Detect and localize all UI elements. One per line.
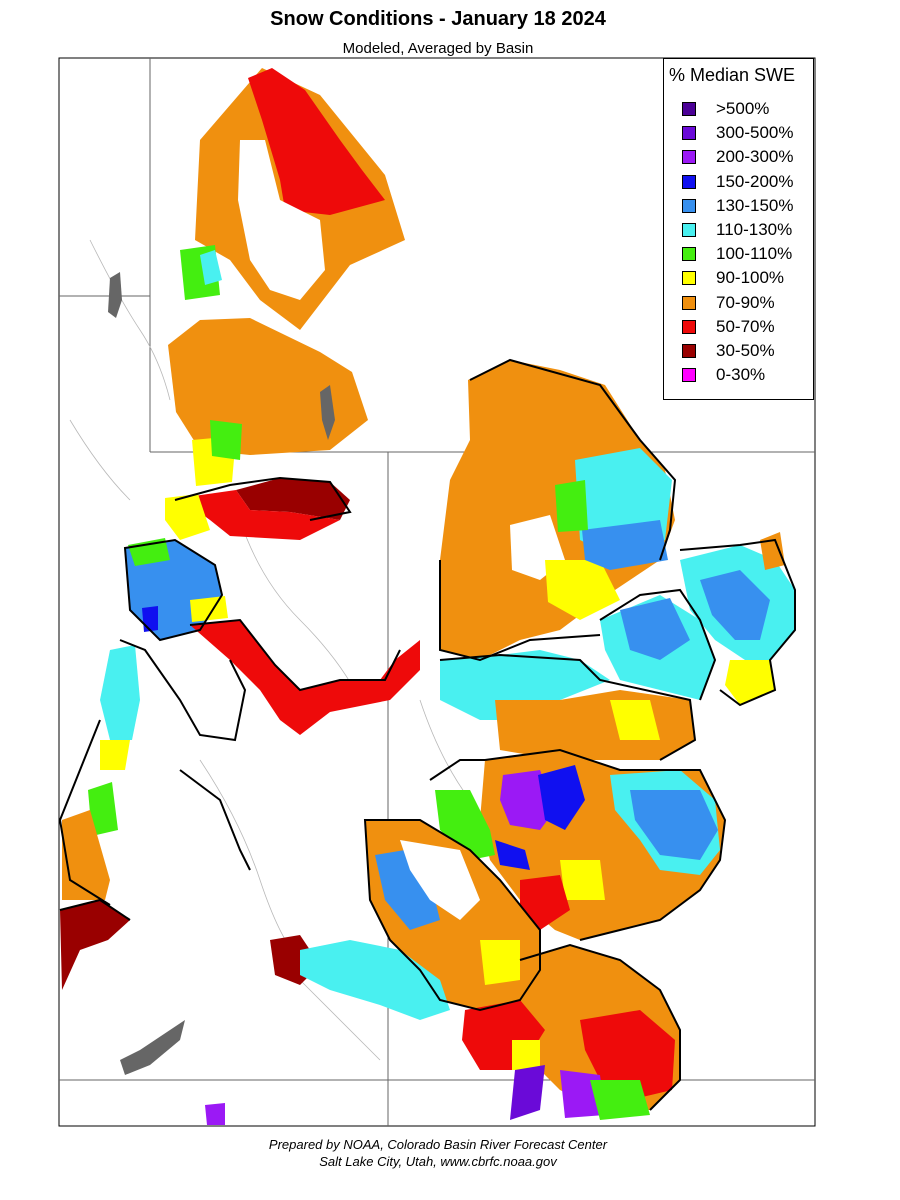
region-gunnison-blue xyxy=(630,790,718,860)
basin-boundaries xyxy=(58,358,796,1111)
legend-label: 150-200% xyxy=(716,171,794,191)
legend-item: 0-30% xyxy=(682,365,812,387)
region-sanjuan-purple xyxy=(510,1065,545,1120)
legend-item: 30-50% xyxy=(682,341,812,363)
region-uinta-yellow xyxy=(165,494,210,540)
legend-swatch xyxy=(682,271,696,286)
legend-label: 100-110% xyxy=(716,244,793,264)
region-uinta-red xyxy=(180,490,340,540)
legend-swatch xyxy=(682,368,696,383)
region-fontenelle-cyan xyxy=(200,250,222,285)
region-south-purple xyxy=(205,1103,225,1125)
region-dolores-white xyxy=(400,840,480,920)
region-green-lake xyxy=(168,318,368,455)
legend-label: 110-130% xyxy=(716,220,793,239)
legend-swatch xyxy=(682,344,696,358)
legend-label: 70-90% xyxy=(716,292,775,312)
legend-label: >500% xyxy=(716,99,770,118)
legend-item: 50-70% xyxy=(682,317,812,339)
region-headwaters-blue xyxy=(620,598,690,660)
region-eagle-yellow xyxy=(610,700,660,740)
swe-regions xyxy=(60,68,795,1125)
legend-swatch xyxy=(682,223,696,237)
region-cyan-south xyxy=(300,940,450,1020)
legend-item: >500% xyxy=(682,99,812,121)
lake-flaming-gorge xyxy=(320,385,335,440)
region-sanjuan-green xyxy=(590,1080,650,1120)
region-sevier-green xyxy=(88,782,118,836)
region-provo-red xyxy=(190,620,420,735)
lakes xyxy=(108,272,335,1075)
region-gunnison-yellow xyxy=(560,860,605,900)
legend-item: 110-130% xyxy=(682,220,812,242)
legend-item: 90-100% xyxy=(682,268,812,290)
map-title: Snow Conditions - January 18 2024 xyxy=(270,8,606,30)
legend-swatch xyxy=(682,319,696,334)
lake-powell xyxy=(120,1020,185,1075)
region-gunnison-green xyxy=(435,790,495,860)
region-sw-darkred xyxy=(60,900,130,990)
region-upper-green-red xyxy=(248,68,385,215)
region-gunnison-red xyxy=(520,875,570,930)
legend-item: 70-90% xyxy=(682,293,812,315)
region-ne-blue xyxy=(700,570,770,640)
legend-label: 200-300% xyxy=(716,147,794,167)
legend-swatch xyxy=(682,247,696,262)
legend-swatch xyxy=(682,174,696,189)
region-sanjuan-red xyxy=(580,1010,675,1100)
region-sanjuan-yellow xyxy=(512,1040,540,1070)
region-ne-yellow xyxy=(725,660,775,705)
legend: % Median SWE >500% 300-500% 200-300% 150-20… xyxy=(663,58,814,400)
region-gunnison-darkblue xyxy=(538,765,585,830)
region-upper-white xyxy=(238,140,325,300)
legend-swatch xyxy=(682,126,696,141)
legend-item: 300-500% xyxy=(682,123,812,145)
region-uinta-darkred xyxy=(236,478,350,520)
region-sevier-orange xyxy=(62,810,110,900)
lake-bear xyxy=(108,272,122,318)
legend-swatch xyxy=(682,198,696,213)
legend-label: 130-150% xyxy=(716,195,794,215)
legend-title: % Median SWE xyxy=(669,65,796,85)
legend-swatch xyxy=(682,295,696,310)
region-yampa-blue xyxy=(582,520,668,570)
region-white-cyan xyxy=(440,650,610,720)
legend-label: 0-30% xyxy=(716,365,766,385)
credit-line-2: Salt Lake City, Utah, www.cbrfc.noaa.gov xyxy=(319,1154,557,1169)
region-weber-darkblue xyxy=(142,606,158,632)
region-yampa-green xyxy=(555,480,588,532)
region-weber-yellow xyxy=(190,596,228,622)
credit-line-1: Prepared by NOAA, Colorado Basin River F… xyxy=(268,1137,608,1152)
legend-swatch xyxy=(682,150,696,165)
legend-label: 300-500% xyxy=(716,123,794,143)
region-dolores-blue xyxy=(375,850,440,930)
region-green-north xyxy=(210,420,242,460)
legend-item: 150-200% xyxy=(682,172,812,194)
legend-label: 50-70% xyxy=(716,316,775,336)
legend-item: 100-110% xyxy=(682,244,812,266)
legend-label: 90-100% xyxy=(716,268,785,288)
map-subtitle: Modeled, Averaged by Basin xyxy=(342,40,534,57)
legend-item: 200-300% xyxy=(682,147,812,169)
region-yampa-yellow xyxy=(545,560,620,620)
region-sevier-yellow xyxy=(100,740,130,770)
legend-swatch xyxy=(682,102,696,116)
legend-item: 130-150% xyxy=(682,196,812,218)
region-gunnison-darkblue2 xyxy=(495,840,530,870)
legend-label: 30-50% xyxy=(716,341,775,360)
region-utah-lake-cyan xyxy=(100,645,140,740)
region-dolores-yellow xyxy=(480,940,520,985)
region-eagle-orange xyxy=(495,690,695,760)
